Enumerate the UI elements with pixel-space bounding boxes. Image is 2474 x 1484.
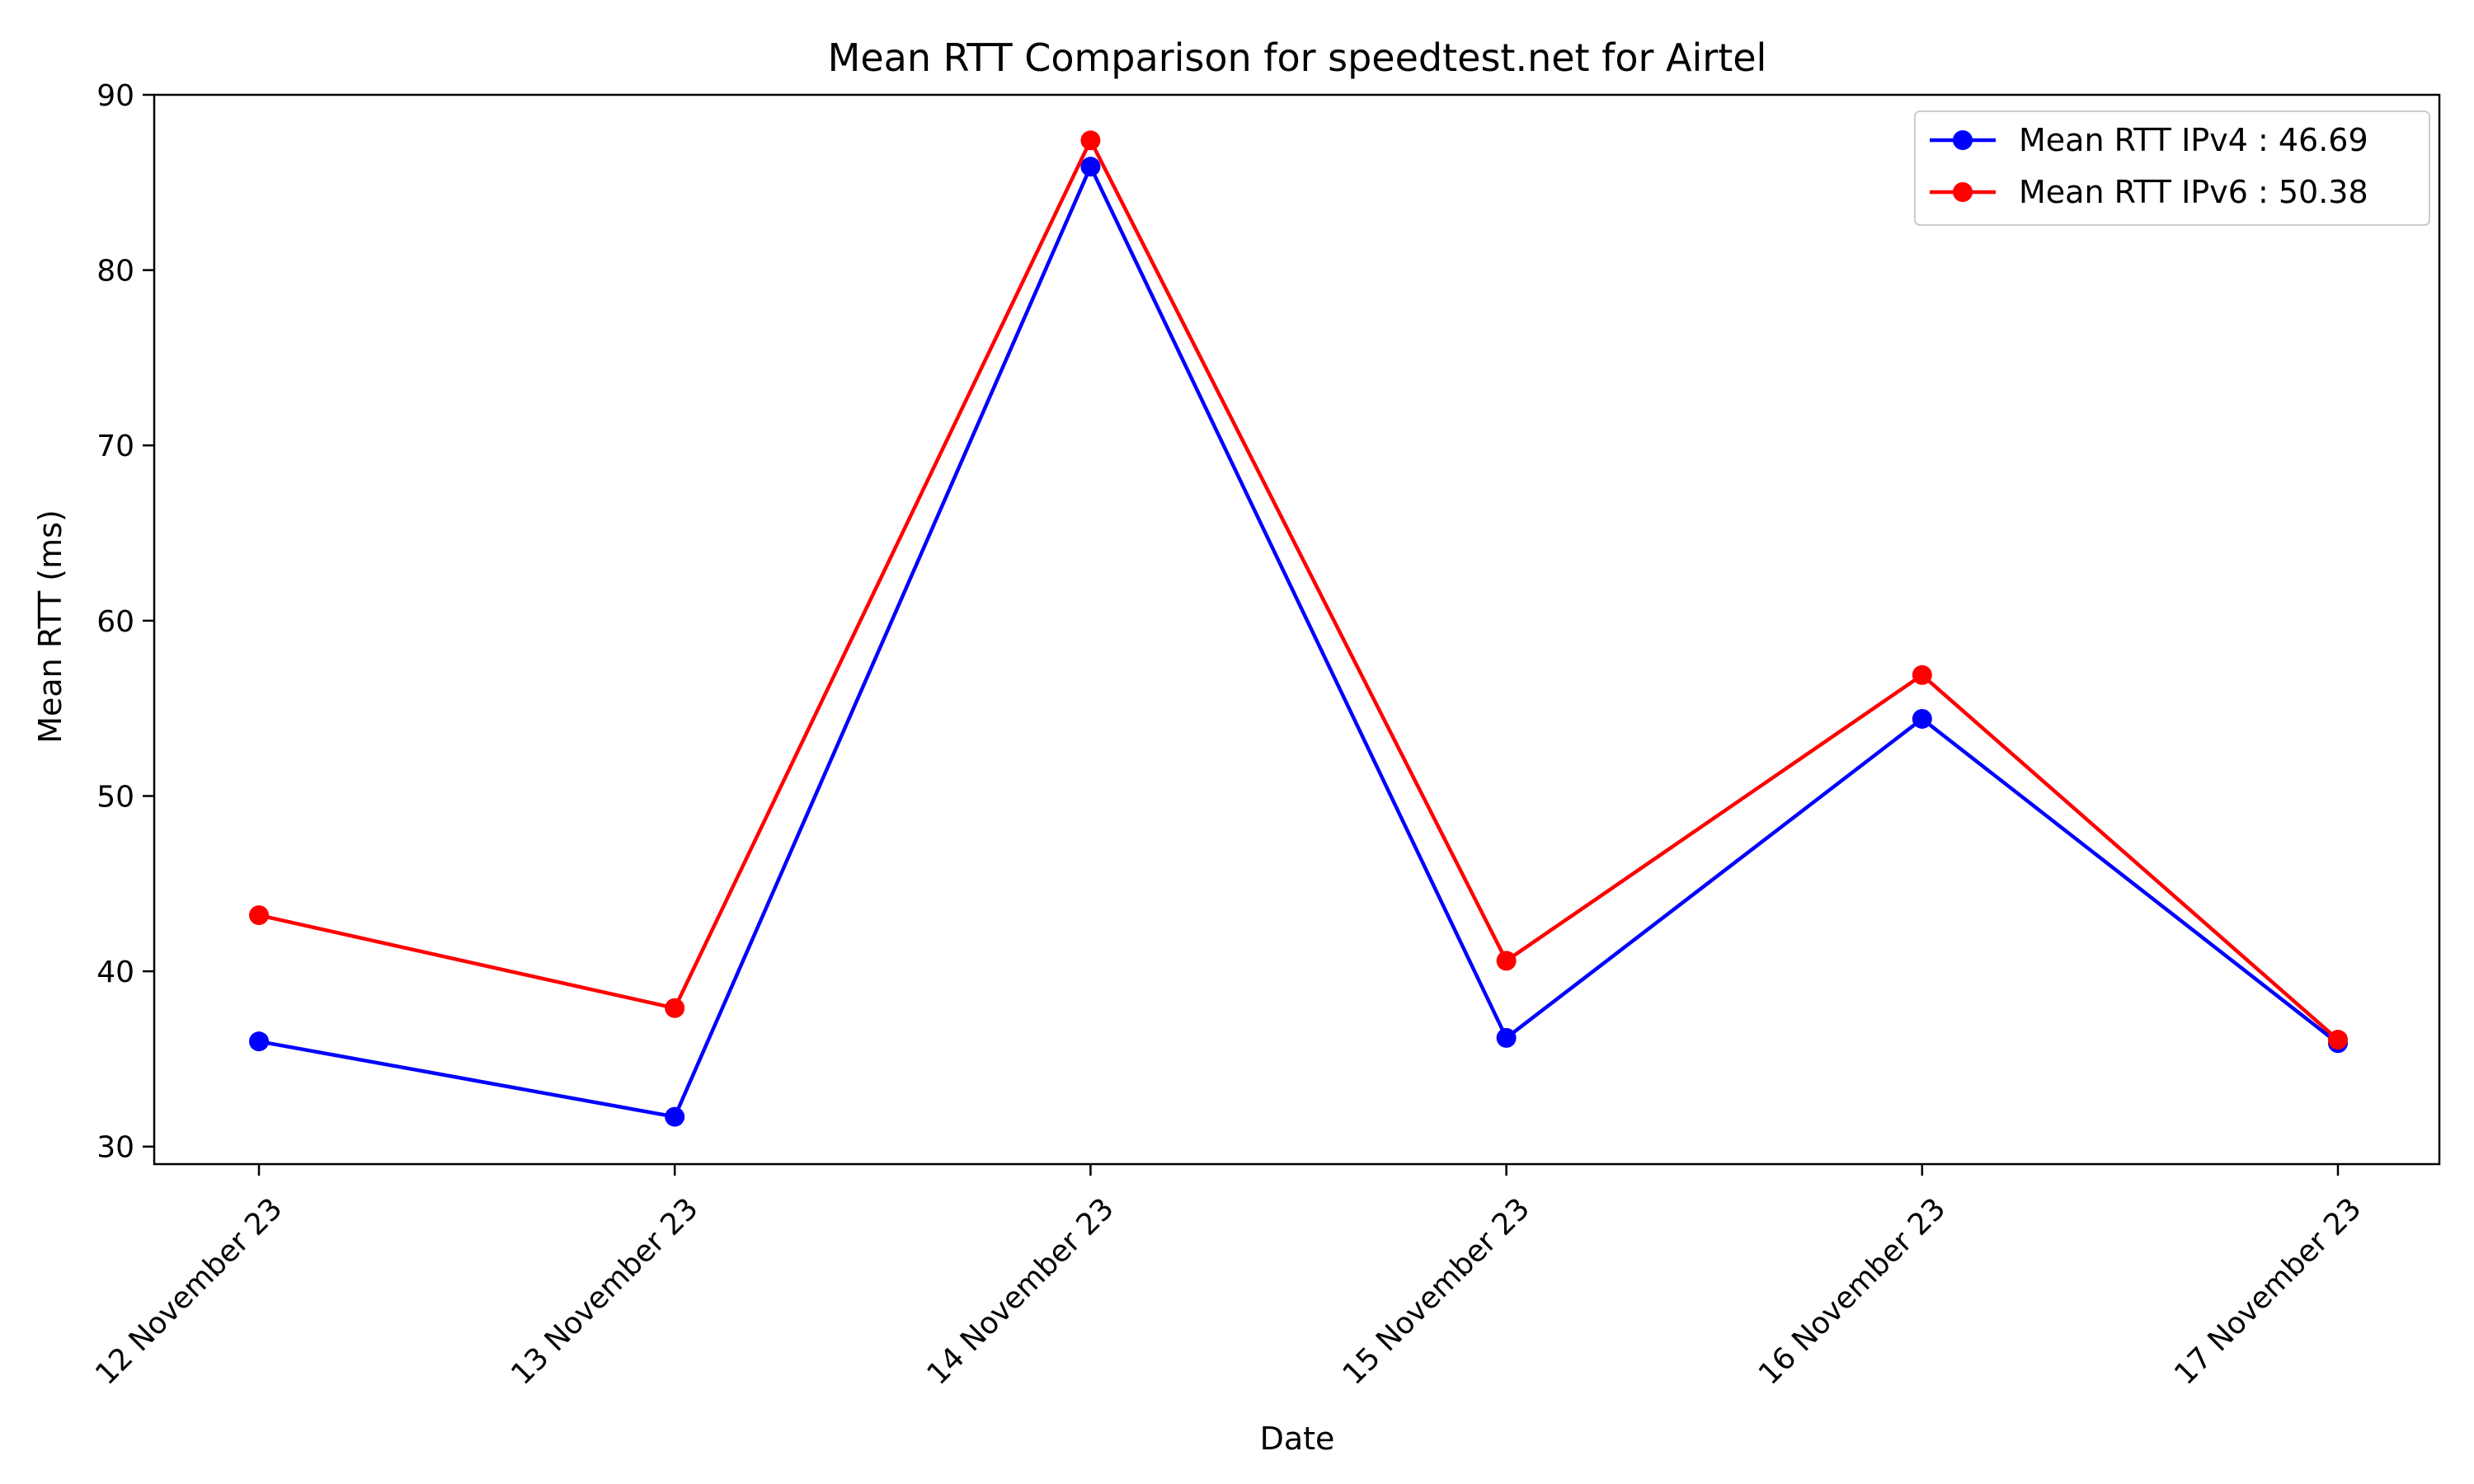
y-tick-label: 70 bbox=[96, 430, 134, 463]
data-point bbox=[249, 1031, 269, 1052]
y-tick-label: 60 bbox=[96, 605, 134, 639]
data-point bbox=[1496, 951, 1517, 971]
legend-marker bbox=[1953, 130, 1973, 150]
y-axis: 30 40 50 60 70 80 90 bbox=[96, 79, 154, 1165]
y-tick-label: 50 bbox=[96, 780, 134, 814]
legend: Mean RTT IPv4 : 46.69 Mean RTT IPv6 : 50.… bbox=[1914, 110, 2430, 226]
data-point bbox=[1912, 665, 1932, 685]
plot-area bbox=[249, 130, 2348, 1127]
plot-frame bbox=[153, 93, 2441, 1166]
chart-title: Mean RTT Comparison for speedtest.net fo… bbox=[828, 35, 1767, 80]
series-line bbox=[258, 164, 2340, 1119]
data-point bbox=[249, 905, 269, 926]
x-axis-title: Date bbox=[1260, 1421, 1335, 1457]
y-tick-label: 40 bbox=[96, 956, 134, 989]
data-point bbox=[665, 998, 685, 1018]
y-tick-label: 90 bbox=[96, 79, 134, 113]
series-line bbox=[258, 139, 2340, 1041]
data-point bbox=[1912, 708, 1932, 729]
data-point bbox=[1080, 157, 1101, 177]
legend-box bbox=[1914, 110, 2430, 226]
y-tick-label: 80 bbox=[96, 255, 134, 289]
legend-label: Mean RTT IPv6 : 50.38 bbox=[2019, 174, 2368, 210]
y-axis-title: Mean RTT (ms) bbox=[32, 510, 68, 744]
data-point bbox=[1496, 1027, 1517, 1048]
series-2 bbox=[249, 130, 2348, 1050]
data-point bbox=[1080, 130, 1101, 151]
data-point bbox=[665, 1106, 685, 1127]
data-point bbox=[2328, 1030, 2348, 1050]
y-tick-label: 30 bbox=[96, 1131, 134, 1165]
legend-label: Mean RTT IPv4 : 46.69 bbox=[2019, 122, 2368, 158]
legend-marker bbox=[1953, 182, 1973, 202]
